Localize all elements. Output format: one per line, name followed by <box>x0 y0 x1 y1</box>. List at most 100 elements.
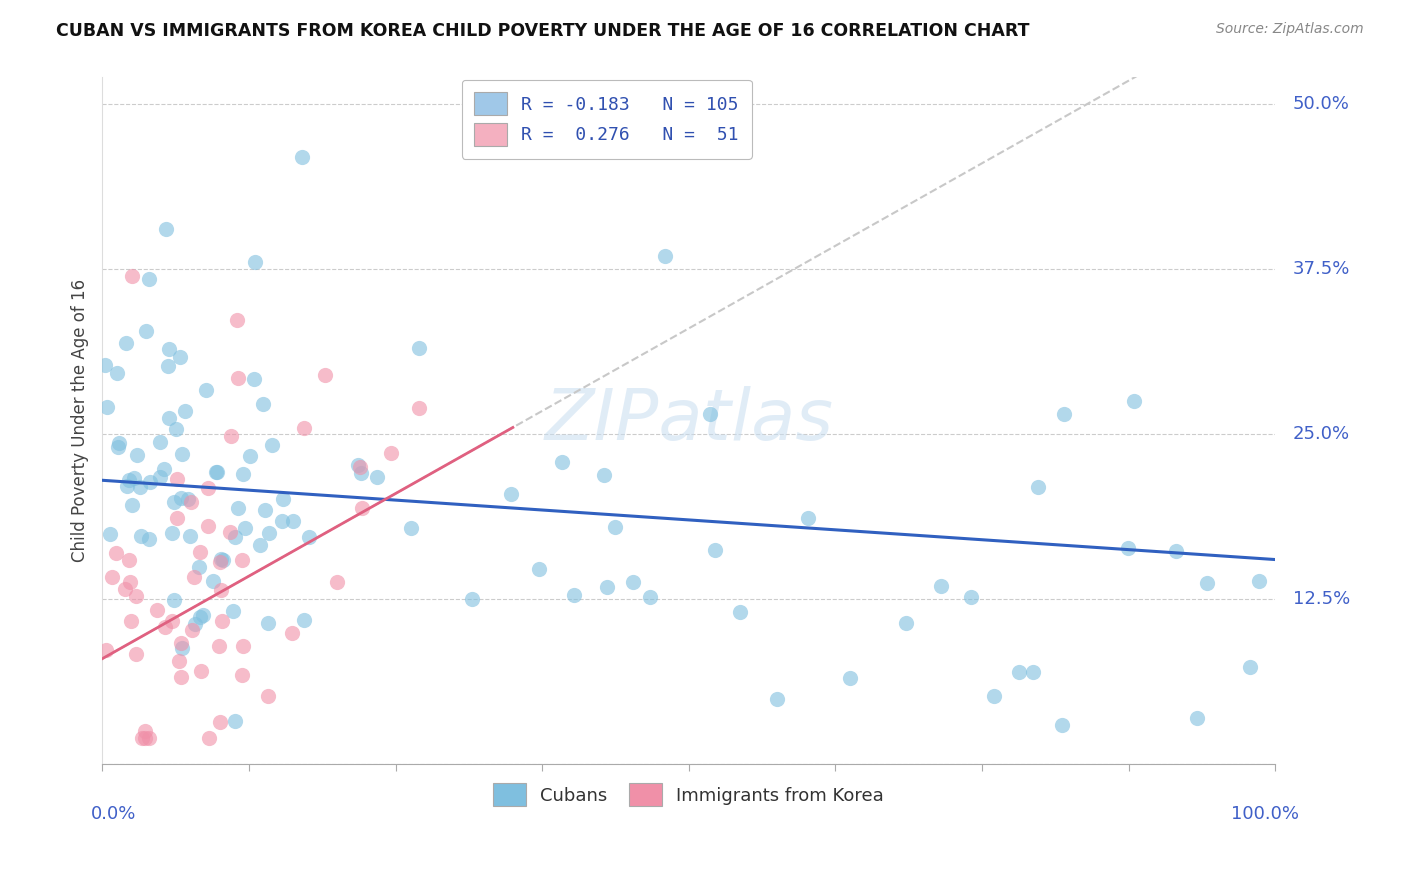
Point <box>380 445 402 459</box>
Point <box>125 448 148 462</box>
Point <box>211 615 233 629</box>
Point <box>257 615 280 630</box>
Point <box>562 588 585 602</box>
Point <box>197 482 219 496</box>
Point <box>128 480 150 494</box>
Point <box>149 470 172 484</box>
Point <box>204 465 226 479</box>
Point <box>174 403 197 417</box>
Point <box>155 221 177 235</box>
Point <box>408 401 430 415</box>
Text: 50.0%: 50.0% <box>1292 95 1350 113</box>
Point <box>232 467 254 481</box>
Point <box>170 636 193 650</box>
Point <box>115 479 138 493</box>
Point <box>551 455 574 469</box>
Point <box>209 714 232 729</box>
Point <box>1164 543 1187 558</box>
Point <box>592 467 614 482</box>
Point <box>281 625 304 640</box>
Point <box>165 422 187 436</box>
Point <box>191 608 214 623</box>
Point <box>1197 575 1219 590</box>
Point <box>257 690 280 704</box>
Point <box>1021 665 1043 679</box>
Point <box>239 449 262 463</box>
Point <box>156 359 179 373</box>
Text: 100.0%: 100.0% <box>1230 805 1299 823</box>
Text: CUBAN VS IMMIGRANTS FROM KOREA CHILD POVERTY UNDER THE AGE OF 16 CORRELATION CHA: CUBAN VS IMMIGRANTS FROM KOREA CHILD POV… <box>56 22 1029 40</box>
Point <box>118 553 141 567</box>
Point <box>105 546 128 560</box>
Point <box>180 623 202 637</box>
Point <box>298 530 321 544</box>
Point <box>125 648 148 662</box>
Point <box>105 366 128 380</box>
Point <box>352 500 374 515</box>
Point <box>179 529 201 543</box>
Point <box>231 640 253 654</box>
Point <box>118 574 141 589</box>
Text: 25.0%: 25.0% <box>1292 425 1350 443</box>
Point <box>638 590 661 604</box>
Point <box>243 255 266 269</box>
Point <box>107 440 129 454</box>
Point <box>197 731 219 745</box>
Point <box>138 271 160 285</box>
Point <box>177 492 200 507</box>
Point <box>139 475 162 489</box>
Point <box>527 562 550 576</box>
Point <box>291 150 314 164</box>
Point <box>138 532 160 546</box>
Point <box>93 358 115 372</box>
Point <box>114 582 136 597</box>
Point <box>166 511 188 525</box>
Point <box>197 518 219 533</box>
Point <box>163 494 186 508</box>
Point <box>399 521 422 535</box>
Point <box>125 589 148 603</box>
Point <box>271 491 294 506</box>
Point <box>160 526 183 541</box>
Point <box>704 542 727 557</box>
Point <box>894 616 917 631</box>
Point <box>699 408 721 422</box>
Point <box>100 570 122 584</box>
Point <box>1050 717 1073 731</box>
Point <box>325 574 347 589</box>
Point <box>226 313 249 327</box>
Point <box>138 731 160 745</box>
Point <box>797 511 820 525</box>
Point <box>983 690 1005 704</box>
Point <box>170 447 193 461</box>
Point <box>108 436 131 450</box>
Point <box>96 400 118 414</box>
Point <box>157 411 180 425</box>
Point <box>766 692 789 706</box>
Point <box>120 614 142 628</box>
Point <box>728 605 751 619</box>
Point <box>148 435 170 450</box>
Point <box>839 671 862 685</box>
Point <box>231 667 253 681</box>
Point <box>190 545 212 559</box>
Point <box>169 350 191 364</box>
Point <box>162 614 184 628</box>
Point <box>96 643 118 657</box>
Text: 12.5%: 12.5% <box>1292 591 1350 608</box>
Point <box>226 371 249 385</box>
Point <box>172 641 194 656</box>
Point <box>1239 660 1261 674</box>
Point <box>100 526 122 541</box>
Point <box>233 521 256 535</box>
Point <box>294 421 316 435</box>
Point <box>118 473 141 487</box>
Point <box>183 570 205 584</box>
Point <box>208 555 231 569</box>
Point <box>219 428 242 442</box>
Point <box>131 529 153 543</box>
Point <box>180 495 202 509</box>
Point <box>188 609 211 624</box>
Point <box>242 372 264 386</box>
Point <box>1116 541 1139 555</box>
